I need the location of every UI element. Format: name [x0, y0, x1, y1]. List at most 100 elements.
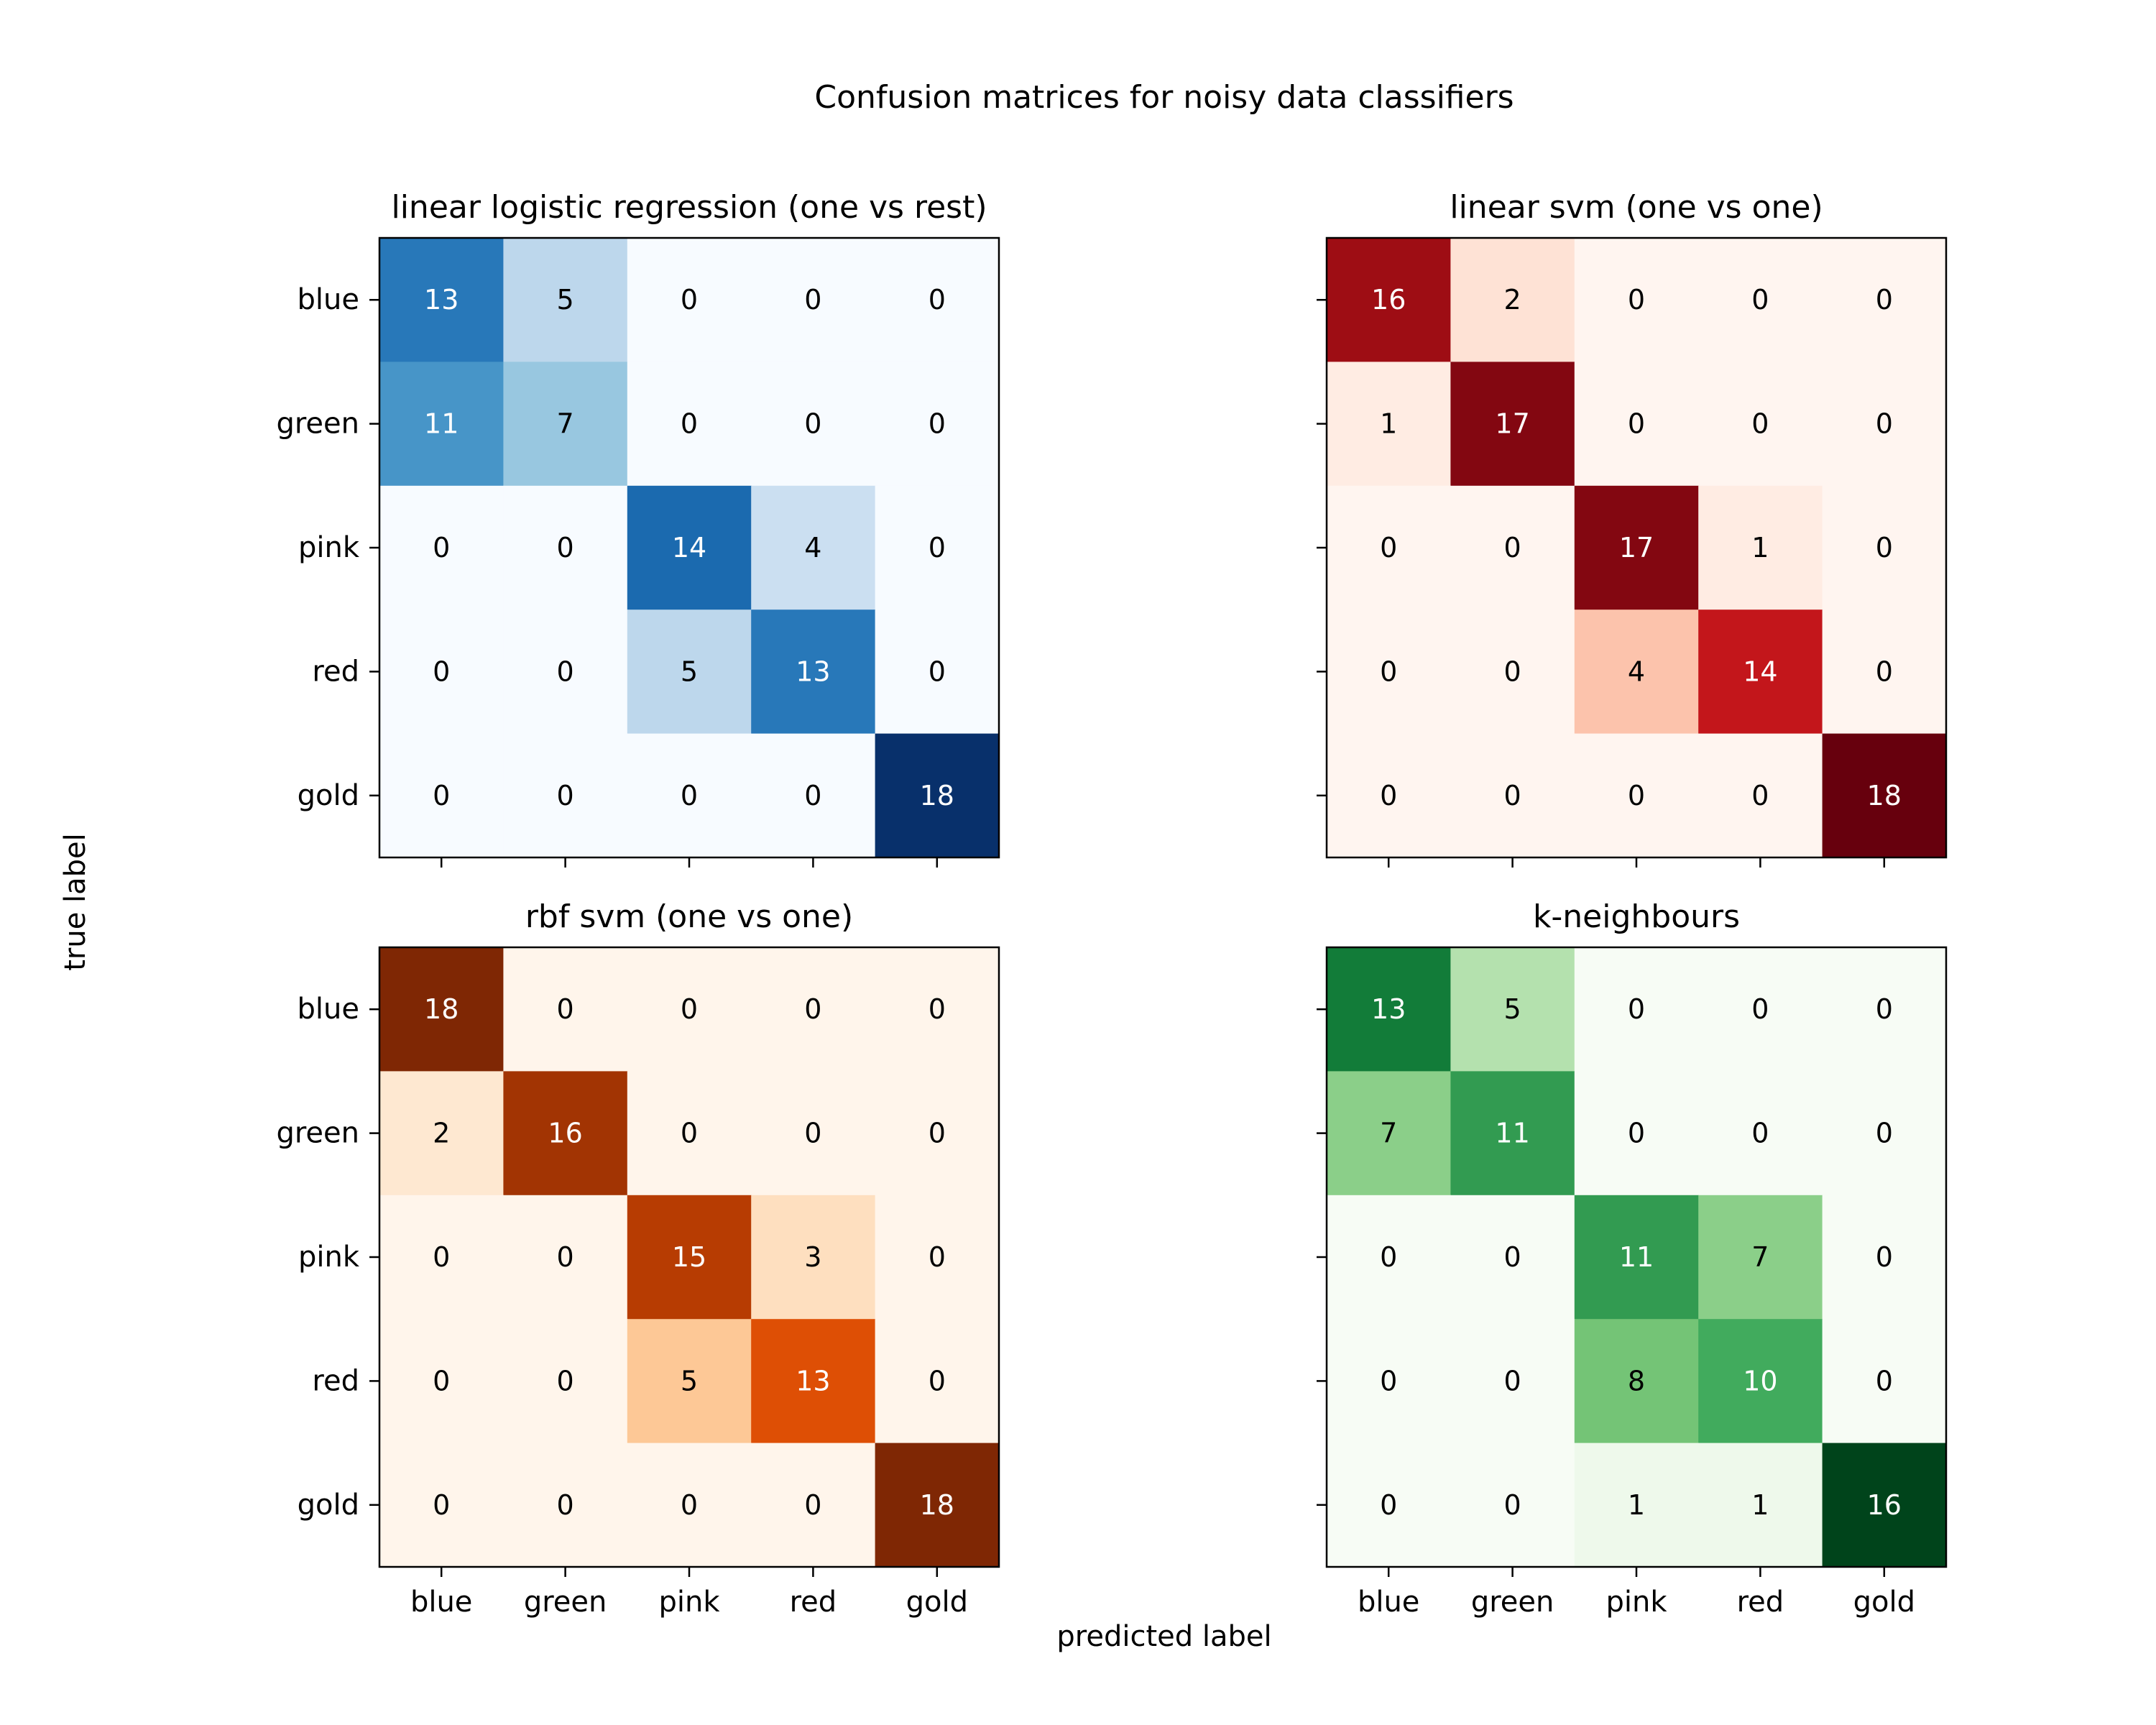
heatmap-cell	[627, 485, 752, 610]
x-tick-label: green	[524, 1586, 607, 1619]
heatmap-cell	[1327, 485, 1451, 610]
cell-value-label: 0	[681, 1489, 698, 1521]
panel-title: linear logistic regression (one vs rest)	[391, 189, 987, 226]
cell-value-label: 11	[1619, 1241, 1654, 1273]
cell-value-label: 13	[796, 1365, 830, 1397]
cell-value-label: 0	[804, 284, 821, 316]
heatmap-cell	[379, 947, 504, 1072]
cell-value-label: 0	[1504, 532, 1521, 564]
heatmap-cell	[1574, 1319, 1699, 1444]
cell-value-label: 2	[433, 1118, 450, 1149]
heatmap-cell	[379, 485, 504, 610]
cell-value-label: 17	[1495, 408, 1529, 440]
cell-value-label: 1	[1751, 1489, 1769, 1521]
heatmap-cell	[875, 1319, 1000, 1444]
cell-value-label: 0	[1628, 993, 1645, 1025]
cell-value-label: 0	[1876, 532, 1893, 564]
heatmap-cell	[1327, 610, 1451, 735]
x-tick-label: red	[790, 1586, 837, 1619]
heatmap-cell	[503, 947, 628, 1072]
cell-value-label: 1	[1380, 408, 1397, 440]
cell-value-label: 5	[681, 1365, 698, 1397]
heatmap-cell	[1450, 947, 1575, 1072]
cell-value-label: 4	[1628, 656, 1645, 687]
cell-value-label: 0	[681, 284, 698, 316]
heatmap-cell	[751, 238, 876, 362]
heatmap-cell	[503, 238, 628, 362]
cell-value-label: 18	[1867, 780, 1902, 811]
heatmap-cell	[1574, 1071, 1699, 1196]
heatmap-cell	[627, 238, 752, 362]
y-tick-label: green	[276, 1117, 359, 1150]
heatmap-cell	[1574, 362, 1699, 487]
cell-value-label: 0	[1628, 284, 1645, 316]
heatmap-cell	[1327, 1443, 1451, 1568]
heatmap-cell	[627, 733, 752, 858]
cell-value-label: 0	[1628, 1118, 1645, 1149]
heatmap-cell	[875, 1443, 1000, 1568]
heatmap-cell	[1698, 733, 1823, 858]
cell-value-label: 0	[929, 284, 946, 316]
cell-value-label: 0	[1876, 656, 1893, 687]
cell-value-label: 0	[433, 1241, 450, 1273]
heatmap-cell	[1822, 1443, 1947, 1568]
cell-value-label: 8	[1628, 1365, 1645, 1397]
heatmap-cell	[1450, 1071, 1575, 1196]
figure-xlabel: predicted label	[1056, 1620, 1271, 1653]
x-tick-label: gold	[906, 1586, 968, 1619]
cell-value-label: 0	[557, 1489, 574, 1521]
heatmap-cell	[1450, 238, 1575, 362]
cell-value-label: 0	[557, 993, 574, 1025]
heatmap-cell	[1822, 1195, 1947, 1320]
cell-value-label: 0	[804, 1118, 821, 1149]
cell-value-label: 0	[804, 780, 821, 811]
cell-value-label: 0	[1876, 993, 1893, 1025]
heatmap-cell	[1574, 485, 1699, 610]
panel-title: k-neighbours	[1533, 898, 1740, 935]
heatmap-cell	[1822, 610, 1947, 735]
cell-value-label: 0	[1876, 284, 1893, 316]
cell-value-label: 18	[920, 780, 954, 811]
cell-value-label: 0	[929, 408, 946, 440]
heatmap-cell	[751, 1319, 876, 1444]
cell-value-label: 0	[1751, 1118, 1769, 1149]
cell-value-label: 0	[1380, 1489, 1397, 1521]
cell-value-label: 16	[1867, 1489, 1902, 1521]
heatmap-cell	[1822, 947, 1947, 1072]
heatmap-cell	[379, 238, 504, 362]
x-tick-label: gold	[1853, 1586, 1915, 1619]
cell-value-label: 0	[804, 408, 821, 440]
cell-value-label: 0	[557, 780, 574, 811]
cell-value-label: 1	[1751, 532, 1769, 564]
confusion-matrix-panel-3: rbf svm (one vs one)18 0 0 0 02 16 0 0 00 0 15 3 00 0…	[276, 898, 1000, 1619]
x-tick-label: red	[1737, 1586, 1784, 1619]
cell-value-label: 0	[1876, 408, 1893, 440]
cell-value-label: 15	[672, 1241, 706, 1273]
cell-value-label: 0	[1380, 532, 1397, 564]
heatmap-cell	[503, 610, 628, 735]
cell-value-label: 0	[1751, 993, 1769, 1025]
confusion-matrix-panel-2: linear svm (one vs one) 16 2 0 0 0 1 17 0 0 0 0 0 17 1…	[1317, 189, 1948, 868]
cell-value-label: 0	[557, 1241, 574, 1273]
cell-value-label: 13	[1371, 993, 1406, 1025]
heatmap-cell	[379, 610, 504, 735]
cell-value-label: 0	[1380, 780, 1397, 811]
cell-value-label: 0	[681, 993, 698, 1025]
cell-value-label: 0	[1380, 1365, 1397, 1397]
cell-value-label: 0	[433, 780, 450, 811]
cell-value-label: 0	[1504, 780, 1521, 811]
heatmap-cell	[1327, 362, 1451, 487]
heatmap-cell	[627, 610, 752, 735]
heatmap-cell	[1574, 1443, 1699, 1568]
heatmap-cell	[751, 733, 876, 858]
cell-value-label: 0	[1380, 656, 1397, 687]
heatmap-cell	[379, 1319, 504, 1444]
cell-value-label: 0	[929, 656, 946, 687]
y-tick-label: pink	[298, 1241, 360, 1274]
heatmap-cell	[1698, 1195, 1823, 1320]
cell-value-label: 16	[1371, 284, 1406, 316]
panel-title: rbf svm (one vs one)	[525, 898, 853, 935]
cell-value-label: 18	[424, 993, 459, 1025]
cell-value-label: 11	[424, 408, 459, 440]
y-tick-label: blue	[298, 993, 359, 1026]
